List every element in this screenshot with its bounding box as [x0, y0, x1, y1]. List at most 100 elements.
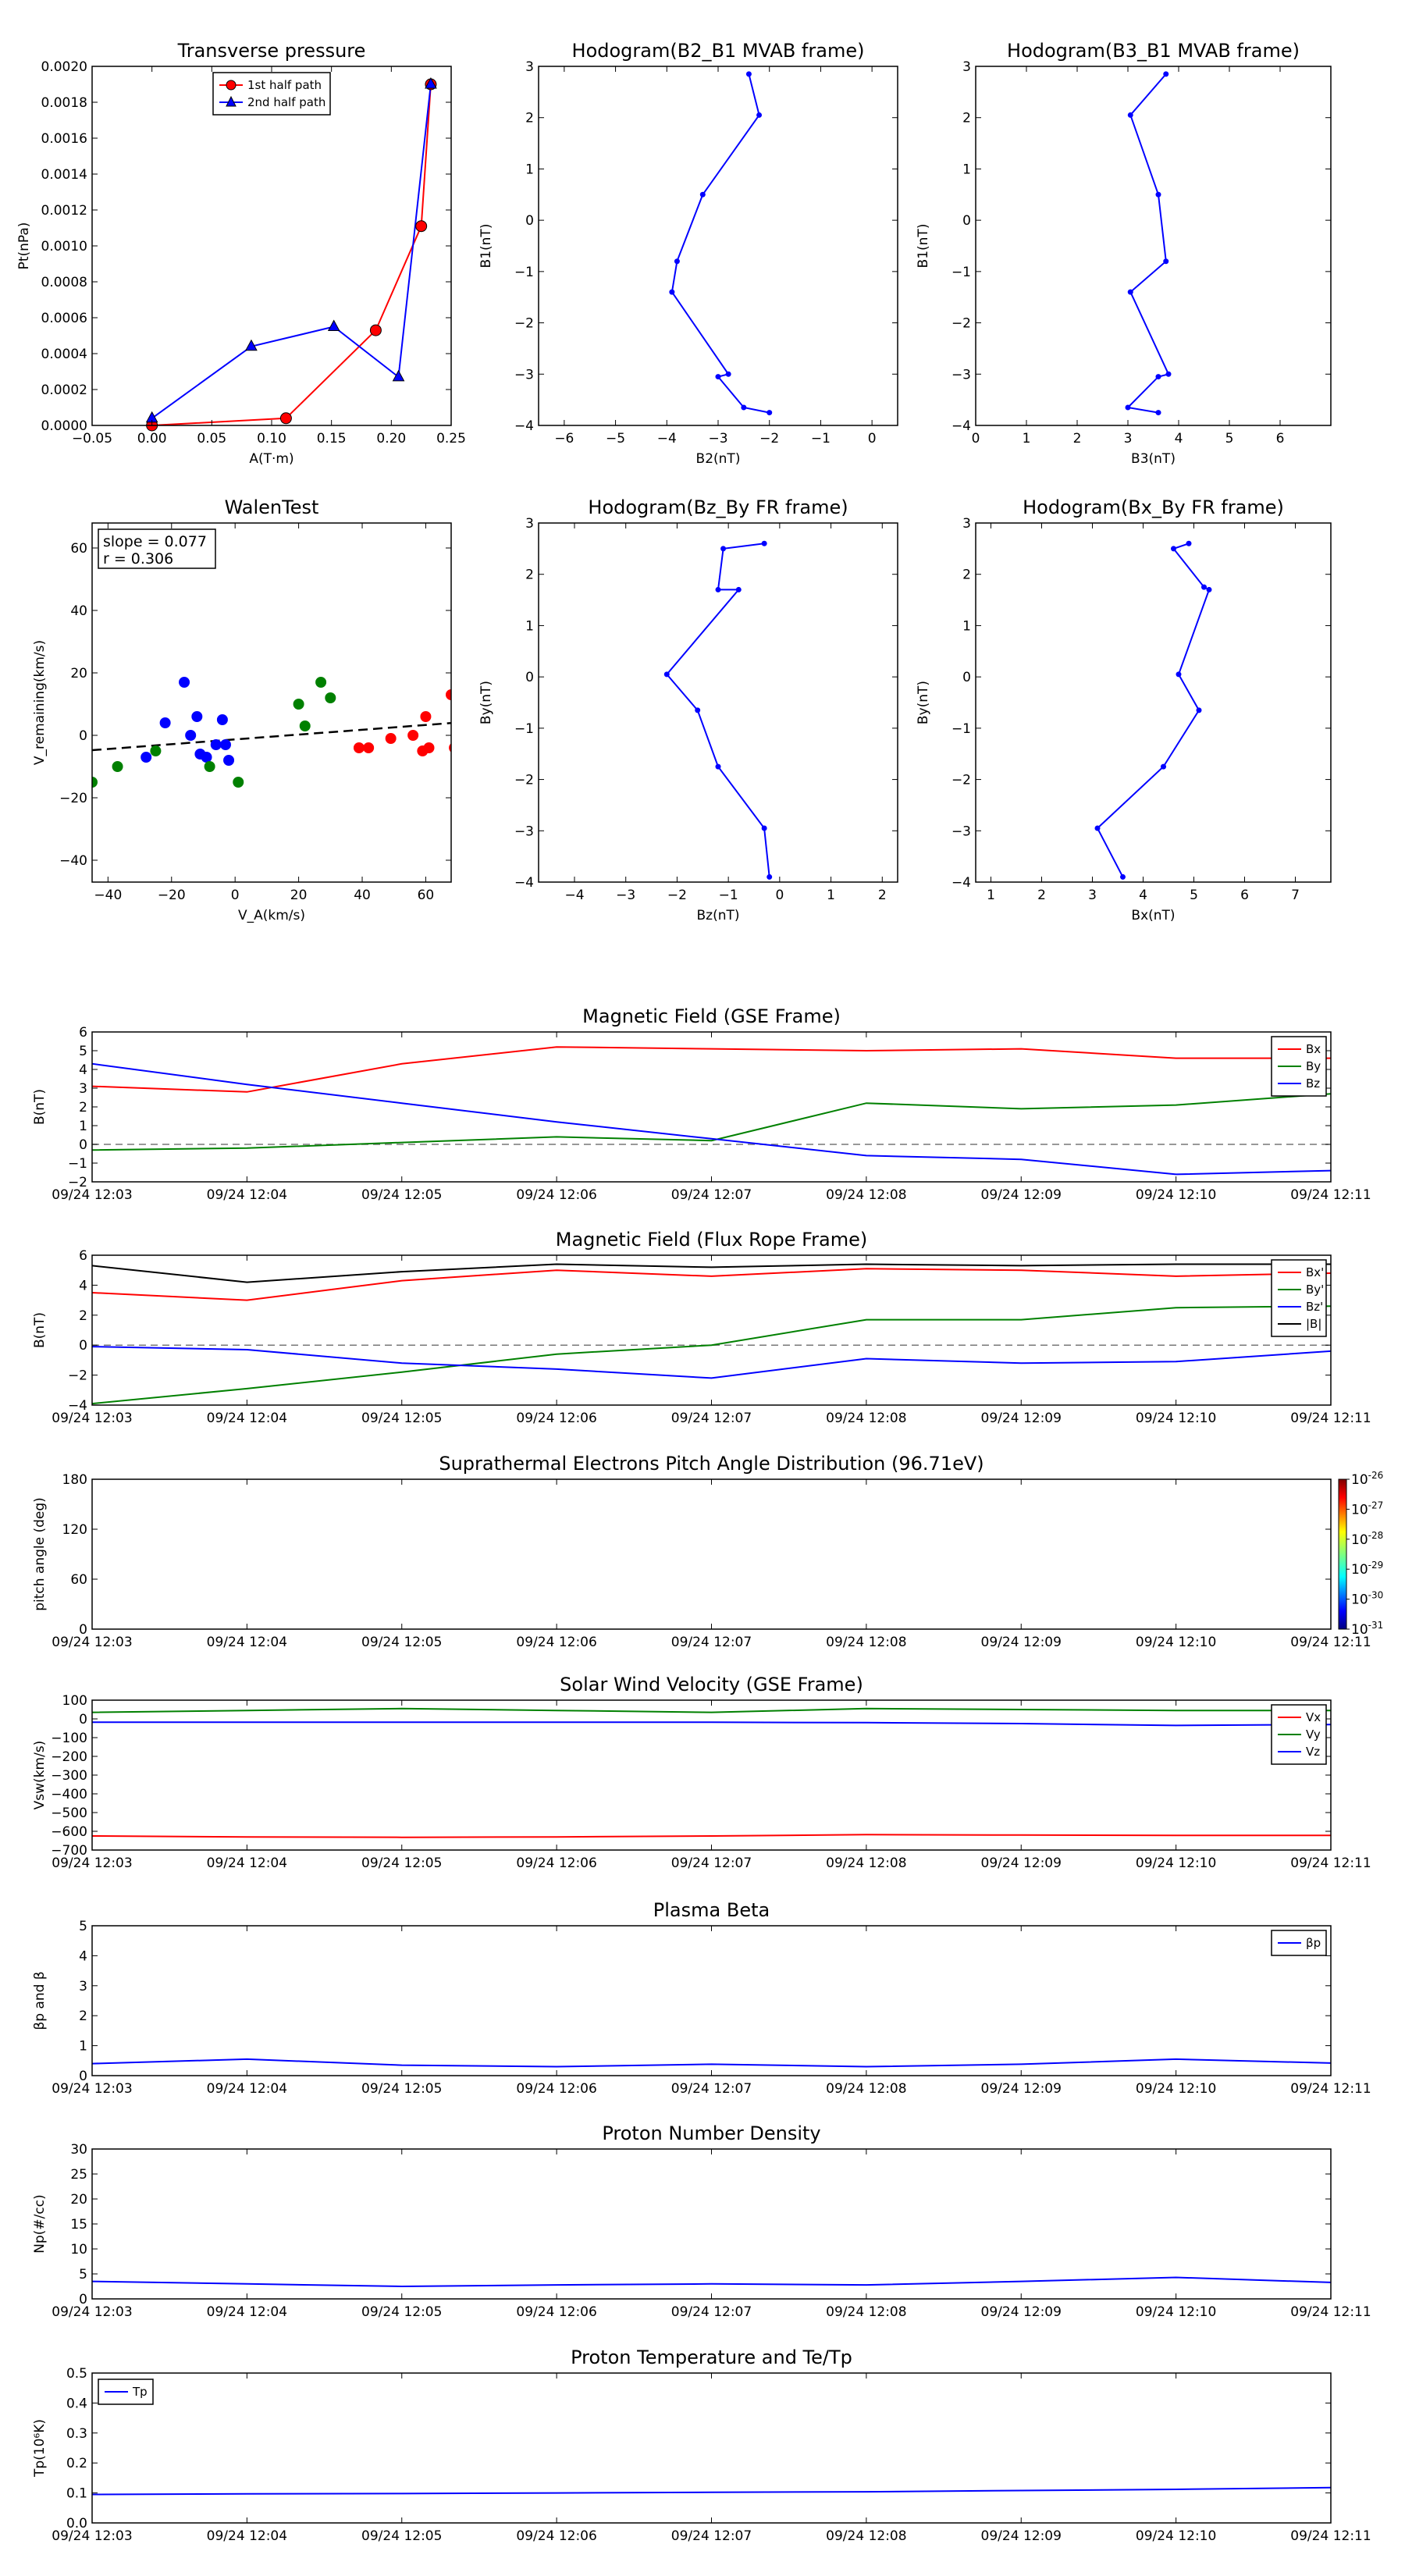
legend-label: |B|: [1306, 1317, 1321, 1331]
axes-frame: [91, 2148, 1332, 2300]
time-tick-label: 09/24 12:09: [981, 2081, 1062, 2097]
x-tick-label: 0.10: [257, 431, 286, 447]
time-tick-label: 09/24 12:08: [826, 2528, 906, 2544]
series-line-s0: [1126, 73, 1170, 414]
time-tick-label: 09/24 12:09: [981, 2304, 1062, 2320]
data-point: [92, 777, 98, 788]
axes-frame: [91, 1031, 1332, 1183]
data-point: [1161, 763, 1166, 770]
time-tick-label: 09/24 12:04: [207, 2528, 287, 2544]
y-tick-label: 2: [525, 111, 534, 126]
y-tick-label: 0.4: [66, 2396, 87, 2411]
y-tick-label: −20: [59, 791, 87, 806]
legend-label: 2nd half path: [247, 95, 325, 109]
y-tick-label: −3: [951, 367, 971, 382]
y-tick-label: 1: [962, 618, 971, 634]
legend-label: Tp: [132, 2385, 148, 2399]
y-axis-label: βp and β: [32, 1971, 48, 2030]
data-point: [715, 374, 721, 380]
data-point: [1163, 258, 1169, 265]
x-tick-label: 6: [1276, 431, 1285, 447]
y-tick-label: −2: [68, 1368, 87, 1384]
data-point: [420, 711, 432, 722]
colorbar: [1338, 1478, 1347, 1630]
series-line-Tp: [92, 2486, 1331, 2496]
y-axis-label: Pt(nPa): [16, 222, 32, 270]
time-tick-label: 09/24 12:10: [1136, 1411, 1216, 1426]
plot-area: [669, 71, 773, 416]
data-point: [695, 707, 701, 713]
colorbar-tick-label: 10-27: [1351, 1500, 1383, 1517]
plot-area: [663, 540, 773, 880]
legend-label: Vx: [1306, 1710, 1321, 1724]
chart-title: Hodogram(Bz_By FR frame): [588, 496, 848, 518]
data-point: [674, 258, 680, 265]
data-point: [745, 71, 752, 77]
chart-title: Proton Temperature and Te/Tp: [571, 2347, 852, 2368]
y-tick-label: 60: [70, 1572, 87, 1588]
time-tick-label: 09/24 12:08: [826, 1411, 906, 1426]
x-tick-label: 3: [1124, 431, 1133, 447]
data-point: [715, 586, 721, 592]
y-tick-label: 4: [79, 1062, 87, 1078]
data-point: [201, 752, 212, 763]
data-point: [327, 319, 340, 331]
time-tick-label: 09/24 12:05: [361, 1635, 442, 1650]
time-tick-label: 09/24 12:07: [671, 2081, 752, 2097]
y-tick-label: −700: [51, 1843, 87, 1859]
axes-frame: [975, 66, 1332, 426]
y-tick-label: 120: [62, 1522, 87, 1538]
annotation-text: r = 0.306: [103, 550, 173, 568]
data-point: [756, 112, 763, 118]
time-tick-label: 09/24 12:06: [516, 2081, 596, 2097]
y-tick-label: −200: [51, 1749, 87, 1765]
y-tick-label: 0.0000: [41, 418, 87, 434]
time-tick-label: 09/24 12:10: [1136, 1856, 1216, 1871]
y-tick-label: 3: [962, 516, 971, 532]
plot-area: [92, 2058, 1331, 2068]
y-tick-label: 0: [79, 728, 87, 744]
chart-tp2: Proton Temperature and Te/Tp 0.0 0.1 0.2 0.3…: [32, 2347, 1371, 2544]
time-tick-label: 09/24 12:06: [516, 1635, 596, 1650]
data-point: [1125, 404, 1131, 411]
colorbar-tick-base: 10: [1351, 1472, 1368, 1488]
y-tick-label: 25: [70, 2167, 87, 2183]
time-tick-label: 09/24 12:07: [671, 1411, 752, 1426]
series-line-s0: [665, 543, 770, 877]
y-tick-label: 2: [79, 2008, 87, 2024]
legend-label: βp: [1306, 1936, 1321, 1950]
time-tick-label: 09/24 12:09: [981, 1411, 1062, 1426]
time-tick-label: 09/24 12:08: [826, 2081, 906, 2097]
data-point: [210, 739, 222, 750]
y-axis-label: V_remaining(km/s): [32, 640, 48, 765]
annotation-text: slope = 0.077: [103, 533, 207, 550]
data-point: [669, 289, 675, 295]
data-point: [140, 752, 152, 763]
y-tick-label: 0.0004: [41, 347, 87, 362]
y-tick-label: 0: [79, 2069, 87, 2084]
time-tick-label: 09/24 12:05: [361, 2081, 442, 2097]
y-tick-label: −3: [514, 824, 534, 839]
time-tick-label: 09/24 12:11: [1290, 2081, 1371, 2097]
data-point: [1155, 410, 1161, 416]
y-tick-label: 2: [79, 1308, 87, 1324]
y-tick-label: −1: [514, 265, 534, 280]
colorbar-tick-exponent: -31: [1368, 1620, 1384, 1631]
time-tick-label: 09/24 12:11: [1290, 1411, 1371, 1426]
data-point: [663, 671, 670, 678]
legend-label: Vz: [1306, 1745, 1320, 1759]
x-tick-label: 6: [1240, 888, 1249, 903]
legend-label: Bz': [1306, 1300, 1323, 1314]
chart-title: Transverse pressure: [177, 40, 366, 62]
y-tick-label: −4: [951, 418, 971, 434]
chart-mag_gse: Magnetic Field (GSE Frame) −2 −1 0 1 2 3 4 5 6 09/…: [32, 1005, 1371, 1203]
data-point: [385, 733, 397, 744]
y-tick-label: 2: [525, 568, 534, 583]
data-point: [1171, 546, 1176, 552]
x-tick-label: −40: [94, 888, 122, 903]
time-tick-label: 09/24 12:10: [1136, 1187, 1216, 1203]
data-point: [369, 324, 382, 336]
colorbar-tick-exponent: -27: [1368, 1500, 1384, 1510]
time-tick-label: 09/24 12:11: [1290, 2304, 1371, 2320]
